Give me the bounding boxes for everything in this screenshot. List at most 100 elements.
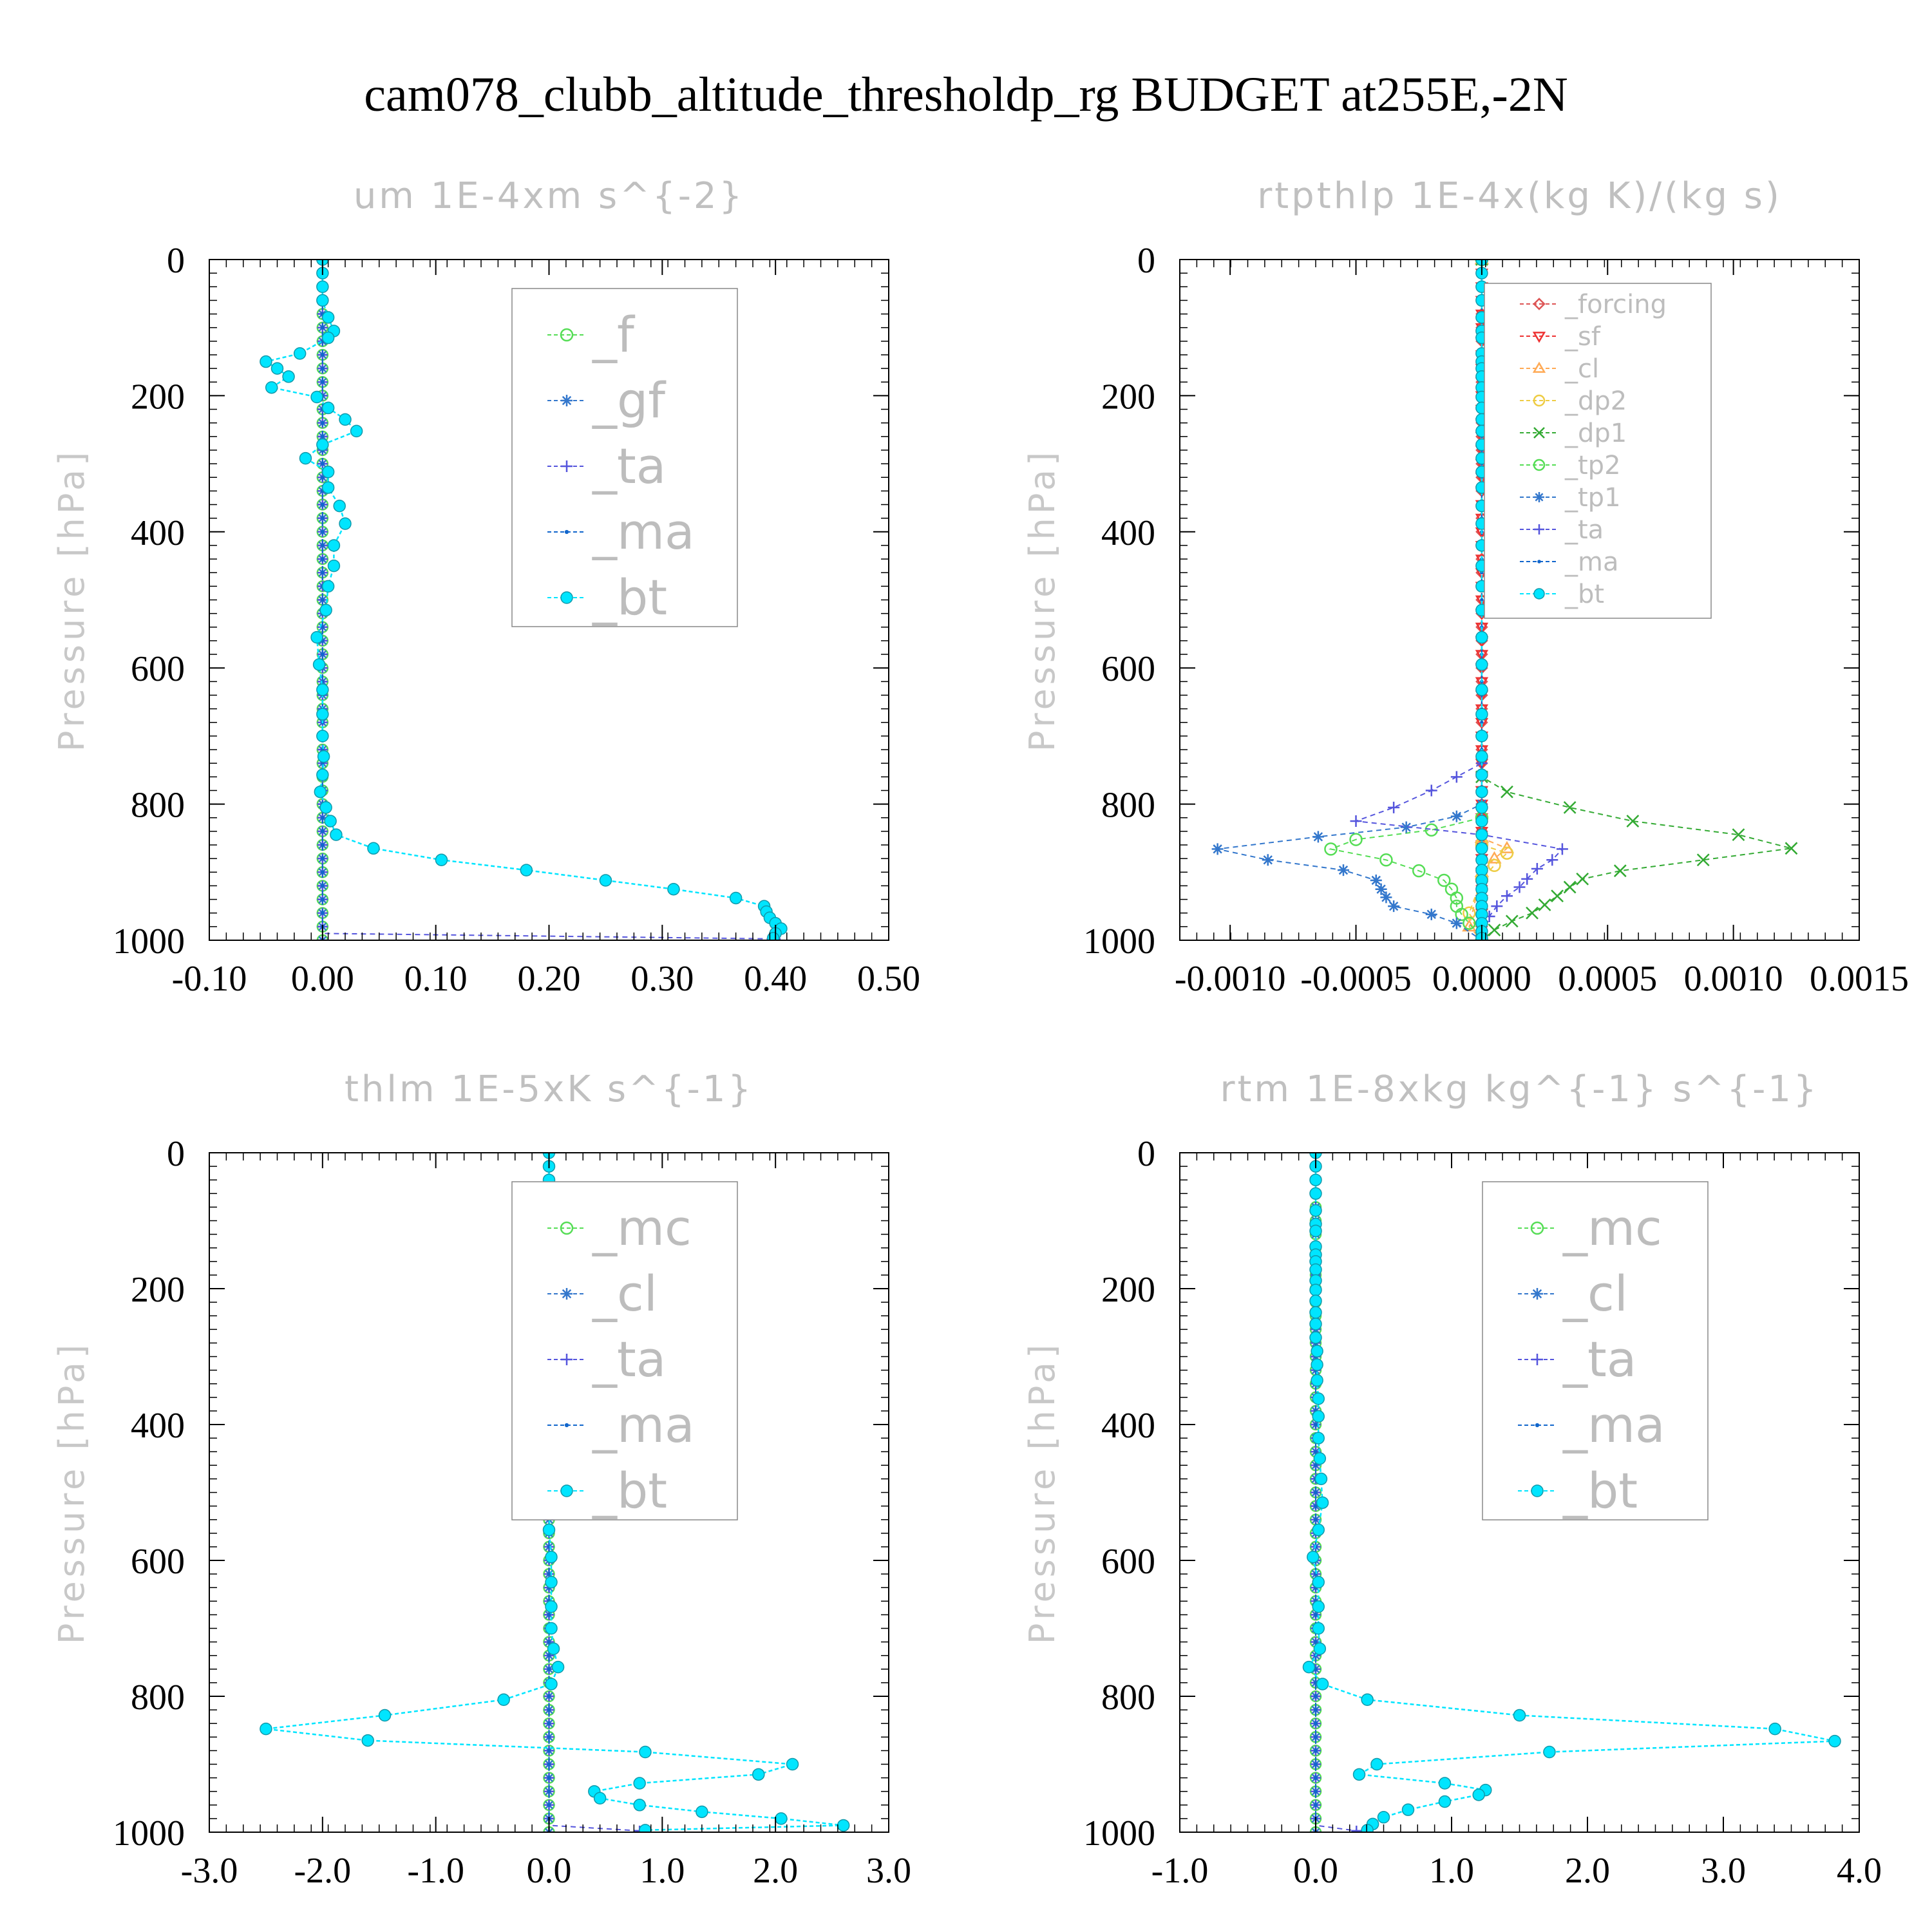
data-point [786, 1757, 799, 1771]
chart-panel-3: thlm 1E-5xK s^{-1} Pressure [hPa] -3.0 -2.0… [52, 1068, 911, 1891]
x-tick-label: 0.10 [404, 959, 468, 999]
data-point [327, 539, 341, 552]
data-point [367, 842, 380, 855]
y-tick-label: 1000 [1083, 922, 1155, 961]
legend-marker [560, 1484, 573, 1497]
data-point [547, 1708, 551, 1712]
data-point [1314, 1423, 1318, 1426]
data-point [1472, 1788, 1485, 1801]
legend-marker [1533, 394, 1546, 407]
legend-item-dp1: _dp1 [1520, 419, 1627, 448]
data-point [1475, 630, 1488, 644]
data-point [310, 630, 323, 644]
legend-item-cl: _cl [1520, 354, 1599, 384]
data-point [1563, 801, 1577, 814]
legend-item-gf: _gf [547, 372, 667, 429]
x-tick-label: 1.0 [639, 1851, 685, 1891]
data-point [1314, 1504, 1318, 1508]
legend-marker [560, 1221, 574, 1235]
legend-marker [1531, 1288, 1543, 1300]
data-point [1312, 1600, 1325, 1613]
y-tick-label: 800 [131, 786, 185, 826]
data-point [319, 603, 332, 617]
y-tick-label: 0 [1137, 241, 1155, 281]
y-tick-label: 400 [1101, 513, 1155, 553]
data-point [1475, 658, 1488, 671]
data-point [1438, 1795, 1452, 1808]
legend-label: _bt [592, 569, 667, 626]
data-point [1425, 908, 1437, 920]
plot-area [1302, 1153, 1841, 1832]
x-tick-label: 0.40 [744, 959, 807, 999]
data-point [547, 1694, 551, 1698]
y-axis-label: Pressure [hPa] [1022, 1341, 1063, 1644]
data-point [1307, 1550, 1320, 1564]
y-tick-label: 0 [167, 241, 185, 281]
data-point [1309, 1318, 1322, 1331]
data-point [1563, 880, 1577, 894]
data-point [1314, 1708, 1318, 1712]
data-point [321, 366, 325, 370]
legend: _forcing _sf_cl_dp2 _dp1 _tp2 _tp1_ta_ma _bt [1484, 283, 1712, 619]
data-point [1475, 768, 1488, 781]
legend-marker [560, 591, 573, 604]
data-point [547, 1653, 551, 1658]
data-point [1463, 906, 1476, 920]
legend-marker [1533, 588, 1545, 600]
legend-marker [1531, 1354, 1543, 1365]
data-point [547, 1735, 551, 1739]
data-point [1311, 1345, 1323, 1358]
data-point [1475, 708, 1488, 721]
data-point [1314, 1450, 1318, 1454]
data-point [321, 331, 335, 345]
data-point [1438, 1777, 1452, 1790]
data-point [593, 1792, 607, 1804]
data-point [1314, 1490, 1318, 1495]
data-point [1543, 1745, 1556, 1759]
data-point [316, 708, 329, 721]
legend-box [511, 288, 738, 627]
data-point [1513, 1709, 1526, 1722]
legend-marker [1531, 1484, 1544, 1497]
legend-item-mc: _mc [1518, 1199, 1662, 1256]
x-tick-label: -2.0 [294, 1851, 352, 1891]
data-point [547, 1762, 551, 1766]
minor-ticks [209, 1152, 889, 1833]
data-point [321, 435, 325, 439]
y-tick-label: 200 [1101, 1270, 1155, 1310]
data-point [1312, 1392, 1325, 1405]
x-tick-label: 0.30 [630, 959, 694, 999]
data-point [1388, 900, 1400, 913]
data-point [1309, 1294, 1322, 1307]
data-point [1732, 828, 1745, 842]
plot-frame [209, 259, 889, 941]
chart-panel-2: rtpthlp 1E-4x(kg K)/(kg s) Pressure [hPa]… [1022, 175, 1909, 999]
y-tick-label: 400 [131, 513, 185, 553]
legend: _mc _cl _ta _ma _bt [511, 1181, 738, 1520]
data-point [1309, 1204, 1322, 1217]
data-point [1313, 1452, 1327, 1465]
data-point [321, 466, 335, 478]
x-tick-label: -1.0 [1151, 1851, 1209, 1891]
data-point [547, 1640, 551, 1644]
legend-label: _ma [592, 503, 695, 560]
data-point [1785, 842, 1798, 855]
data-point [547, 1803, 551, 1807]
data-point [1314, 1613, 1318, 1617]
legend-item-bt: _bt [547, 569, 667, 626]
data-point [1412, 864, 1426, 878]
legend-label: _ta [1564, 515, 1604, 545]
data-point [547, 1776, 551, 1780]
x-tick-label: 1.0 [1429, 1851, 1474, 1891]
data-point [1437, 873, 1451, 887]
data-point [321, 911, 325, 915]
data-point [321, 311, 335, 324]
x-tick-label: 0.0005 [1558, 959, 1657, 999]
y-axis-label: Pressure [hPa] [52, 1341, 92, 1644]
data-point [321, 829, 325, 833]
data-point [321, 401, 335, 415]
data-point [293, 347, 307, 360]
panel-title: thlm 1E-5xK s^{-1} [345, 1068, 753, 1110]
x-tick-label: -0.0010 [1175, 959, 1286, 999]
x-tick-label: 0.20 [518, 959, 581, 999]
